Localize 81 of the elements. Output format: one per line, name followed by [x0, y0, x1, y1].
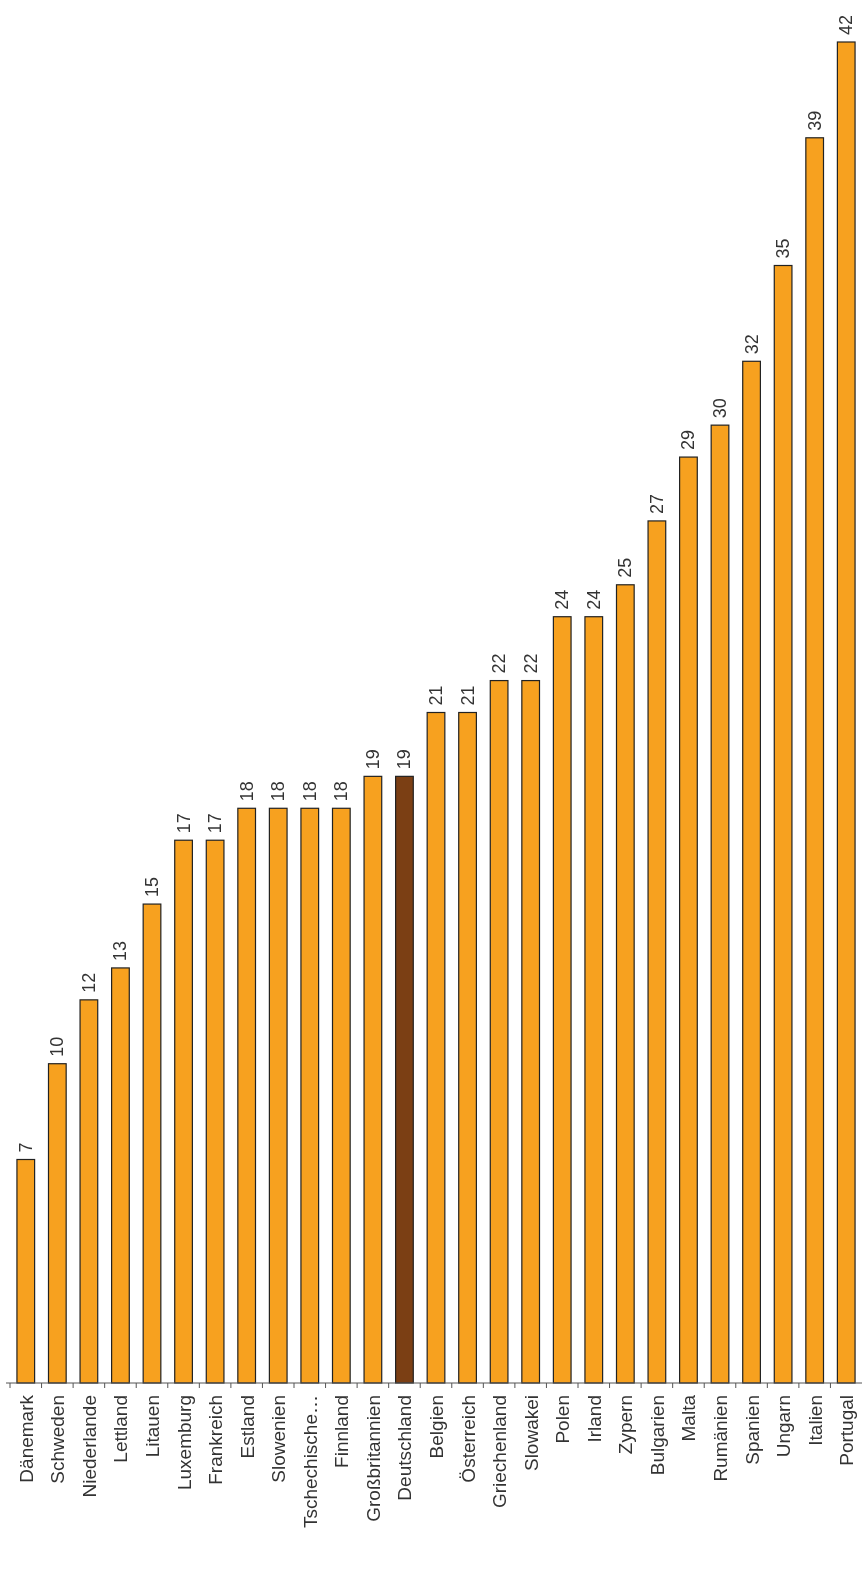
x-tick-label: Niederlande [78, 1395, 100, 1498]
x-tick-label: Zypern [615, 1395, 637, 1455]
bar [395, 775, 414, 1384]
bar [552, 616, 572, 1384]
x-tick-label: Bulgarien [646, 1395, 668, 1476]
data-label: 22 [489, 653, 510, 674]
x-tick-label: Irland [583, 1395, 605, 1443]
data-label: 35 [773, 238, 794, 259]
data-label: 21 [457, 685, 478, 706]
bar [426, 711, 446, 1384]
x-tick-label: Tschechische… [299, 1395, 321, 1529]
bar [16, 1158, 36, 1384]
data-label: 27 [646, 493, 667, 514]
x-tick-label: Spanien [741, 1395, 763, 1465]
x-tick-label: Österreich [457, 1395, 479, 1483]
data-label: 18 [268, 781, 289, 802]
bar [111, 967, 130, 1384]
bar [489, 679, 509, 1384]
bar [773, 264, 793, 1384]
x-tick-label: Ungarn [773, 1395, 795, 1458]
data-label: 7 [15, 1142, 36, 1153]
x-tick-label: Deutschland [394, 1395, 416, 1501]
bar [300, 807, 320, 1384]
data-label: 30 [710, 398, 730, 419]
bar [615, 584, 635, 1384]
bar [679, 456, 698, 1384]
data-label: 10 [47, 1036, 68, 1057]
bar [237, 807, 257, 1384]
x-tick-label: Portugal [836, 1395, 858, 1466]
x-tick-label: Frankreich [205, 1395, 227, 1485]
x-tick-label: Luxemburg [173, 1395, 195, 1491]
bar [268, 807, 288, 1384]
data-label: 15 [142, 877, 162, 898]
data-label: 18 [331, 781, 352, 802]
bar [331, 807, 351, 1384]
data-label: 39 [804, 110, 825, 131]
x-tick-label: Dänemark [15, 1394, 37, 1483]
data-label: 12 [78, 972, 99, 993]
bar [205, 839, 225, 1384]
x-tick-label: Lettland [110, 1395, 132, 1463]
data-label: 24 [552, 589, 573, 610]
x-tick-label: Schweden [47, 1395, 69, 1484]
bar [363, 775, 383, 1384]
data-label: 22 [520, 653, 541, 674]
x-tick-label: Estland [236, 1395, 258, 1459]
x-tick-label: Rumänien [710, 1395, 731, 1482]
x-tick-label: Malta [678, 1394, 700, 1442]
data-label: 17 [173, 813, 194, 834]
x-tick-label: Litauen [142, 1395, 163, 1458]
data-label: 42 [836, 14, 857, 35]
bar [742, 360, 761, 1384]
bar [174, 839, 193, 1384]
data-label: 13 [110, 940, 131, 961]
bar [836, 41, 856, 1384]
bar [584, 616, 604, 1384]
data-label: 19 [394, 749, 415, 770]
data-label: 18 [299, 781, 320, 802]
data-label: 25 [615, 557, 636, 578]
bar [805, 137, 825, 1384]
x-tick-label: Finnland [331, 1395, 353, 1468]
bar [521, 679, 541, 1384]
bar [647, 520, 667, 1384]
x-tick-label: Großbritannien [362, 1395, 384, 1522]
data-label: 29 [678, 430, 699, 451]
x-tick-label: Slowenien [268, 1395, 290, 1483]
data-label: 17 [205, 813, 226, 834]
bar [710, 424, 730, 1384]
bar [47, 1063, 67, 1384]
data-label: 21 [426, 685, 446, 706]
bar [79, 999, 99, 1384]
data-label: 18 [236, 781, 257, 802]
data-label: 19 [362, 749, 383, 770]
data-label: 24 [583, 589, 604, 610]
x-tick-label: Italien [804, 1395, 826, 1446]
x-tick-label: Belgien [426, 1395, 447, 1459]
x-tick-label: Slowakei [520, 1395, 542, 1472]
bar [142, 903, 162, 1384]
x-tick-label: Griechenland [489, 1395, 511, 1509]
x-tick-label: Polen [552, 1395, 574, 1444]
bar [458, 711, 477, 1384]
data-label: 32 [741, 334, 762, 355]
